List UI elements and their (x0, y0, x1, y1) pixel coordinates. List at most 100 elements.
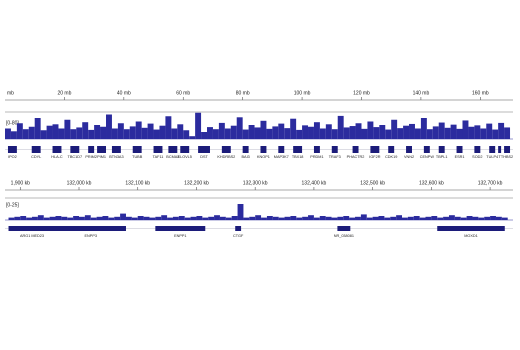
signal-bar (40, 130, 47, 139)
gene-block (504, 146, 511, 153)
signal-bar (504, 127, 511, 139)
signal-bar (135, 121, 142, 139)
signal-bar (195, 112, 202, 139)
signal-bar (462, 120, 469, 139)
signal-bar (319, 216, 326, 220)
signal-bar (472, 216, 479, 220)
gene-block (438, 146, 445, 153)
signal-bar (190, 216, 197, 220)
gene-label: T (498, 155, 501, 159)
signal-bar (466, 216, 473, 220)
x-tick-label: 132,000 kb (67, 180, 92, 186)
signal-bar (207, 127, 213, 139)
signal-bar (183, 130, 190, 139)
signal-bar (231, 216, 238, 220)
gene-block (153, 146, 163, 153)
signal-bar (46, 125, 53, 139)
signal-bar (431, 216, 438, 220)
gene-block (198, 146, 210, 153)
signal-bar (61, 216, 68, 220)
signal-bar (58, 128, 65, 139)
gene-label: CTGF (233, 234, 244, 238)
signal-bar (490, 216, 496, 220)
signal-bar (484, 216, 491, 220)
gene-block (489, 146, 496, 153)
x-tick-label: 132,400 kb (302, 180, 327, 186)
gene-block (437, 226, 505, 231)
x-tick-label: 80 mb (236, 90, 250, 96)
signal-bar (425, 216, 432, 220)
signal-bar (426, 129, 433, 139)
signal-bar (5, 128, 11, 139)
signal-bar (378, 216, 385, 220)
signal-bar (454, 216, 461, 220)
gene-label: NR_038081 (334, 234, 354, 238)
signal-bar (360, 214, 367, 220)
gene-block (352, 146, 359, 153)
signal-bar (14, 216, 21, 220)
x-tick-label: 160 mb (472, 90, 489, 96)
signal-bar (403, 125, 410, 139)
signal-bar (266, 216, 273, 220)
signal-bar (34, 118, 41, 139)
signal-bar (165, 116, 172, 139)
signal-bar (367, 121, 374, 139)
gene-block (313, 146, 320, 153)
signal-bar (32, 216, 38, 220)
gene-block (293, 146, 303, 153)
signal-bar (474, 125, 481, 139)
gene-label: KNOP1 (257, 155, 270, 159)
signal-bar (212, 129, 219, 139)
x-tick-label: 1,900 kb (11, 180, 30, 186)
signal-bar (16, 123, 23, 139)
gene-label: IPO2 (8, 155, 17, 159)
signal-bar (419, 217, 426, 220)
signal-bar (90, 217, 97, 220)
signal-bar (284, 216, 291, 220)
gene-block (155, 226, 206, 231)
signal-bar (313, 122, 320, 139)
signal-bar (141, 127, 148, 139)
signal-bar (114, 216, 121, 220)
signal-bar (196, 216, 203, 220)
signal-bar (117, 123, 124, 139)
gene-block (55, 226, 126, 231)
signal-bar (137, 216, 144, 220)
signal-bar (78, 216, 85, 220)
signal-bar (108, 217, 115, 220)
signal-bar (443, 216, 449, 220)
signal-bar (290, 216, 297, 220)
x-tick-label: 132,500 kb (360, 180, 385, 186)
gene-label: PRDM1 (310, 155, 323, 159)
gene-label: PIM1 (97, 155, 106, 159)
gene-label: TULP4 (486, 155, 498, 159)
gene-label: PRIM2 (85, 155, 97, 159)
signal-bar (355, 123, 362, 139)
signal-bar (201, 132, 208, 139)
signal-bar (219, 216, 226, 220)
gene-label: IGF2R (369, 155, 380, 159)
signal-bar (111, 128, 118, 139)
signal-bar (444, 127, 451, 139)
signal-bar (372, 216, 379, 220)
signal-bar (385, 129, 392, 139)
x-tick-label: 20 mb (57, 90, 71, 96)
signal-bar (84, 215, 91, 220)
gene-block (111, 146, 121, 153)
signal-bar (272, 126, 279, 139)
gene-label: BCMA3 (166, 155, 179, 159)
signal-bar (224, 128, 231, 139)
signal-bar (177, 124, 184, 139)
signal-bar (468, 126, 475, 139)
gene-label: CDK19 (385, 155, 397, 159)
signal-bar (249, 216, 256, 220)
signal-bar (486, 123, 493, 139)
signal-bar (343, 127, 350, 139)
gene-label: TAF11 (153, 155, 164, 159)
signal-bar (308, 126, 314, 139)
gene-block (498, 146, 502, 153)
gene-label: DST (200, 155, 208, 159)
signal-bar (20, 216, 27, 220)
signal-bar (366, 217, 373, 220)
